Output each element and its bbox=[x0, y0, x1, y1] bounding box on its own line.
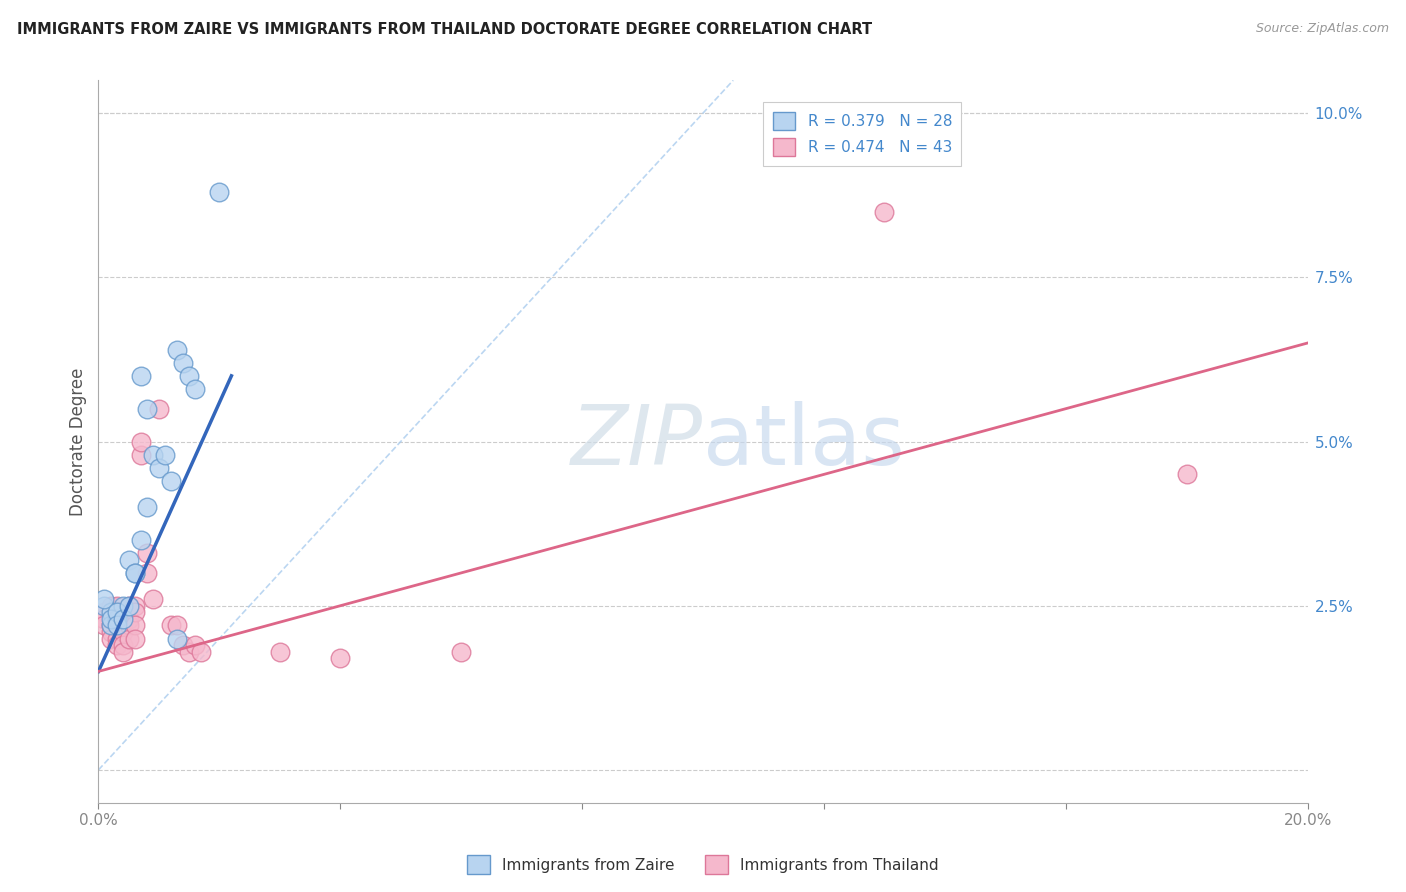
Point bbox=[129, 434, 152, 449]
Point bbox=[93, 592, 115, 607]
Point bbox=[93, 605, 115, 619]
Point bbox=[111, 612, 134, 626]
Point bbox=[93, 599, 115, 613]
Point bbox=[118, 618, 141, 632]
Point bbox=[105, 638, 128, 652]
Legend: Immigrants from Zaire, Immigrants from Thailand: Immigrants from Zaire, Immigrants from T… bbox=[461, 849, 945, 880]
Point bbox=[166, 632, 188, 646]
Point bbox=[184, 382, 207, 396]
Point bbox=[105, 605, 128, 619]
Point bbox=[111, 599, 134, 613]
Point bbox=[1175, 467, 1198, 482]
Point bbox=[105, 612, 128, 626]
Point bbox=[100, 612, 122, 626]
Point bbox=[450, 645, 472, 659]
Point bbox=[129, 533, 152, 547]
Point bbox=[129, 448, 152, 462]
Point bbox=[105, 612, 128, 626]
Point bbox=[111, 625, 134, 640]
Point bbox=[100, 605, 122, 619]
Text: Source: ZipAtlas.com: Source: ZipAtlas.com bbox=[1256, 22, 1389, 36]
Y-axis label: Doctorate Degree: Doctorate Degree bbox=[69, 368, 87, 516]
Point bbox=[329, 651, 352, 665]
Point bbox=[93, 618, 115, 632]
Point bbox=[124, 605, 146, 619]
Point bbox=[135, 401, 157, 416]
Text: ZIP: ZIP bbox=[571, 401, 703, 482]
Point bbox=[118, 599, 141, 613]
Point bbox=[142, 592, 165, 607]
Point bbox=[105, 632, 128, 646]
Point bbox=[111, 638, 134, 652]
Legend: R = 0.379   N = 28, R = 0.474   N = 43: R = 0.379 N = 28, R = 0.474 N = 43 bbox=[763, 103, 962, 166]
Point bbox=[111, 618, 134, 632]
Point bbox=[118, 599, 141, 613]
Text: atlas: atlas bbox=[703, 401, 904, 482]
Point bbox=[148, 401, 170, 416]
Point bbox=[179, 645, 201, 659]
Point bbox=[118, 632, 141, 646]
Point bbox=[124, 632, 146, 646]
Point bbox=[208, 185, 231, 199]
Point bbox=[135, 500, 157, 515]
Point bbox=[93, 612, 115, 626]
Point bbox=[129, 368, 152, 383]
Point bbox=[100, 618, 122, 632]
Point bbox=[105, 605, 128, 619]
Point bbox=[172, 356, 194, 370]
Point bbox=[190, 645, 212, 659]
Point bbox=[135, 546, 157, 560]
Point bbox=[153, 448, 176, 462]
Point bbox=[100, 599, 122, 613]
Point bbox=[105, 618, 128, 632]
Point bbox=[184, 638, 207, 652]
Point bbox=[100, 632, 122, 646]
Point bbox=[100, 625, 122, 640]
Point bbox=[160, 474, 183, 488]
Point bbox=[118, 612, 141, 626]
Point bbox=[135, 566, 157, 580]
Point bbox=[124, 599, 146, 613]
Point bbox=[124, 618, 146, 632]
Point bbox=[105, 618, 128, 632]
Point bbox=[873, 204, 896, 219]
Point bbox=[166, 343, 188, 357]
Point bbox=[111, 645, 134, 659]
Point bbox=[118, 553, 141, 567]
Point bbox=[124, 566, 146, 580]
Point bbox=[269, 645, 291, 659]
Point bbox=[124, 566, 146, 580]
Point bbox=[166, 618, 188, 632]
Point bbox=[100, 605, 122, 619]
Point bbox=[142, 448, 165, 462]
Point bbox=[172, 638, 194, 652]
Point bbox=[160, 618, 183, 632]
Point bbox=[179, 368, 201, 383]
Point bbox=[148, 460, 170, 475]
Point bbox=[100, 618, 122, 632]
Point bbox=[105, 599, 128, 613]
Text: IMMIGRANTS FROM ZAIRE VS IMMIGRANTS FROM THAILAND DOCTORATE DEGREE CORRELATION C: IMMIGRANTS FROM ZAIRE VS IMMIGRANTS FROM… bbox=[17, 22, 872, 37]
